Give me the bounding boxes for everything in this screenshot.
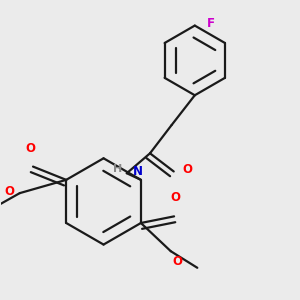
Text: H: H — [112, 164, 122, 174]
Text: O: O — [26, 142, 35, 155]
Text: O: O — [172, 254, 182, 268]
Text: O: O — [171, 191, 181, 204]
Text: O: O — [182, 163, 192, 176]
Text: O: O — [5, 185, 15, 198]
Text: N: N — [133, 165, 143, 178]
Text: F: F — [206, 17, 214, 30]
